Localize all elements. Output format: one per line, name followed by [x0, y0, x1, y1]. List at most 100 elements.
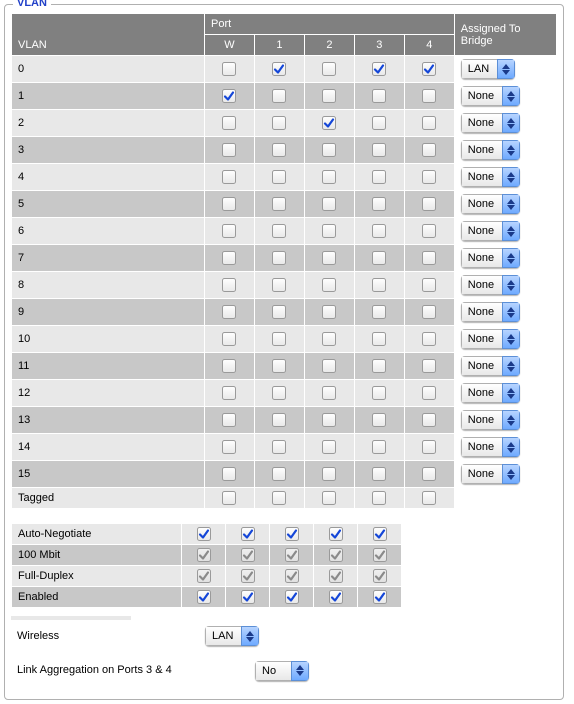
vlan-port-checkbox[interactable] — [304, 110, 354, 137]
bridge-select[interactable]: None — [461, 194, 520, 214]
port-option-checkbox[interactable] — [270, 587, 314, 608]
vlan-port-checkbox[interactable] — [254, 299, 304, 326]
vlan-port-checkbox[interactable] — [205, 137, 255, 164]
vlan-port-checkbox[interactable] — [304, 137, 354, 164]
vlan-port-checkbox[interactable] — [304, 191, 354, 218]
bridge-select[interactable]: None — [461, 248, 520, 268]
vlan-port-checkbox[interactable] — [404, 56, 454, 83]
bridge-select[interactable]: None — [461, 86, 520, 106]
bridge-select[interactable]: None — [461, 329, 520, 349]
vlan-port-checkbox[interactable] — [354, 326, 404, 353]
vlan-port-checkbox[interactable] — [254, 56, 304, 83]
vlan-port-checkbox[interactable] — [304, 164, 354, 191]
vlan-port-checkbox[interactable] — [304, 434, 354, 461]
port-option-checkbox[interactable] — [182, 587, 226, 608]
vlan-port-checkbox[interactable] — [354, 164, 404, 191]
port-option-checkbox[interactable] — [314, 524, 358, 545]
vlan-port-checkbox[interactable] — [404, 434, 454, 461]
vlan-port-checkbox[interactable] — [254, 83, 304, 110]
vlan-port-checkbox[interactable] — [304, 407, 354, 434]
vlan-port-checkbox[interactable] — [304, 461, 354, 488]
vlan-port-checkbox[interactable] — [354, 191, 404, 218]
vlan-port-checkbox[interactable] — [304, 488, 354, 509]
vlan-port-checkbox[interactable] — [205, 56, 255, 83]
vlan-port-checkbox[interactable] — [354, 245, 404, 272]
vlan-port-checkbox[interactable] — [205, 191, 255, 218]
vlan-port-checkbox[interactable] — [404, 164, 454, 191]
vlan-port-checkbox[interactable] — [205, 407, 255, 434]
vlan-port-checkbox[interactable] — [205, 434, 255, 461]
vlan-port-checkbox[interactable] — [354, 83, 404, 110]
port-option-checkbox[interactable] — [226, 587, 270, 608]
vlan-port-checkbox[interactable] — [404, 191, 454, 218]
bridge-select[interactable]: None — [461, 302, 520, 322]
vlan-port-checkbox[interactable] — [254, 407, 304, 434]
vlan-port-checkbox[interactable] — [404, 407, 454, 434]
vlan-port-checkbox[interactable] — [205, 83, 255, 110]
vlan-port-checkbox[interactable] — [205, 164, 255, 191]
vlan-port-checkbox[interactable] — [404, 245, 454, 272]
bridge-select[interactable]: None — [461, 383, 520, 403]
port-option-checkbox[interactable] — [314, 587, 358, 608]
port-option-checkbox[interactable] — [182, 524, 226, 545]
bridge-select[interactable]: None — [461, 221, 520, 241]
vlan-port-checkbox[interactable] — [404, 272, 454, 299]
vlan-port-checkbox[interactable] — [304, 272, 354, 299]
vlan-port-checkbox[interactable] — [205, 110, 255, 137]
vlan-port-checkbox[interactable] — [304, 380, 354, 407]
vlan-port-checkbox[interactable] — [354, 56, 404, 83]
vlan-port-checkbox[interactable] — [354, 110, 404, 137]
vlan-port-checkbox[interactable] — [254, 434, 304, 461]
vlan-port-checkbox[interactable] — [254, 461, 304, 488]
bridge-select[interactable]: LAN — [461, 59, 515, 79]
vlan-port-checkbox[interactable] — [404, 326, 454, 353]
vlan-port-checkbox[interactable] — [404, 110, 454, 137]
vlan-port-checkbox[interactable] — [254, 380, 304, 407]
vlan-port-checkbox[interactable] — [205, 245, 255, 272]
vlan-port-checkbox[interactable] — [254, 272, 304, 299]
vlan-port-checkbox[interactable] — [304, 245, 354, 272]
vlan-port-checkbox[interactable] — [404, 83, 454, 110]
vlan-port-checkbox[interactable] — [205, 299, 255, 326]
vlan-port-checkbox[interactable] — [354, 299, 404, 326]
port-option-checkbox[interactable] — [270, 524, 314, 545]
vlan-port-checkbox[interactable] — [254, 353, 304, 380]
vlan-port-checkbox[interactable] — [205, 380, 255, 407]
vlan-port-checkbox[interactable] — [304, 218, 354, 245]
bridge-select[interactable]: None — [461, 167, 520, 187]
vlan-port-checkbox[interactable] — [404, 299, 454, 326]
bridge-select[interactable]: None — [461, 275, 520, 295]
vlan-port-checkbox[interactable] — [205, 353, 255, 380]
vlan-port-checkbox[interactable] — [404, 488, 454, 509]
vlan-port-checkbox[interactable] — [354, 461, 404, 488]
vlan-port-checkbox[interactable] — [254, 164, 304, 191]
vlan-port-checkbox[interactable] — [354, 137, 404, 164]
vlan-port-checkbox[interactable] — [254, 245, 304, 272]
vlan-port-checkbox[interactable] — [205, 488, 255, 509]
vlan-port-checkbox[interactable] — [254, 218, 304, 245]
port-option-checkbox[interactable] — [226, 524, 270, 545]
vlan-port-checkbox[interactable] — [404, 218, 454, 245]
vlan-port-checkbox[interactable] — [254, 137, 304, 164]
vlan-port-checkbox[interactable] — [404, 461, 454, 488]
vlan-port-checkbox[interactable] — [254, 488, 304, 509]
vlan-port-checkbox[interactable] — [304, 326, 354, 353]
vlan-port-checkbox[interactable] — [354, 380, 404, 407]
bridge-select[interactable]: None — [461, 113, 520, 133]
vlan-port-checkbox[interactable] — [205, 218, 255, 245]
vlan-port-checkbox[interactable] — [254, 326, 304, 353]
link-aggregation-select[interactable]: No — [255, 661, 309, 681]
vlan-port-checkbox[interactable] — [404, 380, 454, 407]
vlan-port-checkbox[interactable] — [304, 83, 354, 110]
vlan-port-checkbox[interactable] — [354, 272, 404, 299]
bridge-select[interactable]: None — [461, 356, 520, 376]
vlan-port-checkbox[interactable] — [354, 434, 404, 461]
bridge-select[interactable]: None — [461, 140, 520, 160]
vlan-port-checkbox[interactable] — [354, 218, 404, 245]
vlan-port-checkbox[interactable] — [354, 353, 404, 380]
bridge-select[interactable]: None — [461, 410, 520, 430]
vlan-port-checkbox[interactable] — [354, 488, 404, 509]
port-option-checkbox[interactable] — [358, 524, 402, 545]
vlan-port-checkbox[interactable] — [404, 137, 454, 164]
wireless-select[interactable]: LAN — [205, 626, 259, 646]
